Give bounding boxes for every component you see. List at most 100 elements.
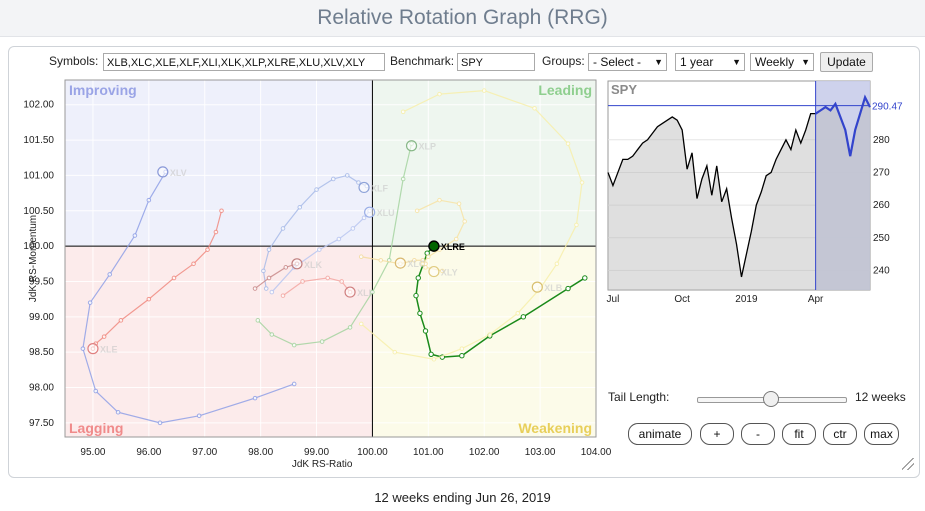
x-tick-label: 102.00 [469,447,500,458]
tail-point-xlre [459,353,465,359]
quadrant-label-improving: Improving [69,82,137,98]
tail-point-xlv [93,388,99,394]
x-tick-label: 104.00 [581,447,612,458]
spy-area [608,97,870,290]
tail-line-xlv [82,171,295,424]
tail-point-xlb [431,356,437,362]
tail-point-xlre [520,314,527,320]
tail-point-xly [453,236,459,242]
tail-point-xlv [87,300,93,305]
tail-point-xlv [146,197,152,203]
center-button[interactable]: ctr [823,423,857,445]
y-tick-label: 101.00 [23,170,54,181]
x-tick-label: 99.00 [304,447,329,458]
tail-point-xli [339,279,344,284]
marker-xlk [291,258,303,270]
tail-point-xlv [115,409,121,415]
spy-x-tick-label: Jul [607,294,620,305]
tail-point-xlv [157,420,163,426]
tail-point-xlre [415,275,421,281]
period-select[interactable]: 1 year ▼ [675,53,745,71]
tail-point-xle [118,318,124,323]
tail-point-xlk [266,275,272,281]
y-tick-label: 98.50 [29,347,54,358]
footer-caption: 12 weeks ending Jun 26, 2019 [374,490,551,505]
tail-point-xlb [515,310,521,316]
marker-xli [344,286,356,298]
tail-point-xlb [358,321,364,327]
tail-length-slider-handle[interactable] [763,391,779,407]
spy-y-tick-label: 270 [873,167,890,178]
tail-point-xli [280,293,286,298]
x-tick-label: 100.00 [357,447,388,458]
spy-x-tick-label: Oct [674,294,690,305]
tail-point-xlp [347,325,353,330]
tail-point-xlc [412,257,417,263]
marker-xlb [531,281,543,293]
y-tick-label: 98.00 [29,383,54,394]
tail-point-xlre [422,328,429,334]
spy-price-line [607,113,816,278]
tail-point-xlp [370,289,375,295]
zoom-out-button[interactable]: - [741,423,775,445]
chevron-down-icon: ▼ [801,57,810,67]
benchmark-input[interactable]: SPY [457,53,535,71]
x-tick-label: 97.00 [192,447,217,458]
quadrant-label-weakening: Weakening [518,420,592,436]
y-tick-label: 99.00 [29,312,54,323]
marker-label-xlp: XLP [419,142,437,152]
tail-point-xlv [252,395,258,401]
tail-point-xle [146,296,152,302]
tail-point-xlp [255,318,261,323]
tail-xle [90,208,224,351]
plot-border [64,79,597,438]
tail-point-xlv [80,346,86,351]
update-button[interactable]: Update [820,52,873,72]
x-axis-label: JdK RS-Ratio [292,459,353,470]
resize-grip-icon[interactable] [902,458,914,470]
spy-y-tick-label: 250 [873,233,890,244]
spy-y-tick-label: 240 [873,265,890,276]
tail-point-xlu [317,247,322,252]
tail-point-xlb [532,105,537,111]
tail-point-xlf [297,204,303,210]
tail-line-xlf [262,174,368,289]
marker-xlp [405,140,418,152]
tail-point-xle [191,261,196,267]
tail-point-xly [423,265,428,270]
tail-point-xlre [565,285,571,292]
tail-point-xly [420,261,426,267]
fit-button[interactable]: fit [782,423,816,445]
benchmark-label: Benchmark: [390,54,455,68]
tail-xlk [252,261,300,291]
tail-point-xlb [574,222,579,228]
tail-point-xlu [336,236,342,242]
groups-select[interactable]: - Select - ▼ [588,53,667,71]
tail-line-xlk [254,263,298,290]
maximize-button[interactable]: max [864,423,899,445]
quadrant-improving [65,80,373,247]
tail-point-xlf [266,247,272,252]
tail-point-xlb [392,349,398,355]
tail-point-xlb [565,141,571,146]
tail-point-xlb [437,91,442,97]
tail-point-xle [205,247,210,252]
frequency-select[interactable]: Weekly ▼ [750,53,814,71]
y-tick-label: 100.50 [23,206,54,217]
tail-point-xlre [413,292,419,299]
tail-point-xlb [487,332,493,337]
tail-point-xlb [579,180,585,185]
tail-point-xlk [283,265,289,270]
x-tick-label: 98.00 [248,447,273,458]
tail-xlf [261,173,370,291]
x-tick-label: 103.00 [525,447,556,458]
tail-point-xlf [263,286,269,291]
marker-xlre [428,240,440,252]
tail-point-xlu [361,215,367,221]
period-select-value: 1 year [680,55,714,69]
symbols-input[interactable]: XLB,XLC,XLE,XLF,XLI,XLK,XLP,XLRE,XLU,XLV… [103,53,385,71]
spy-highlight-band [815,81,870,290]
animate-button[interactable]: animate [628,423,692,445]
groups-select-value: - Select - [593,55,642,69]
zoom-in-button[interactable]: + [700,423,734,445]
